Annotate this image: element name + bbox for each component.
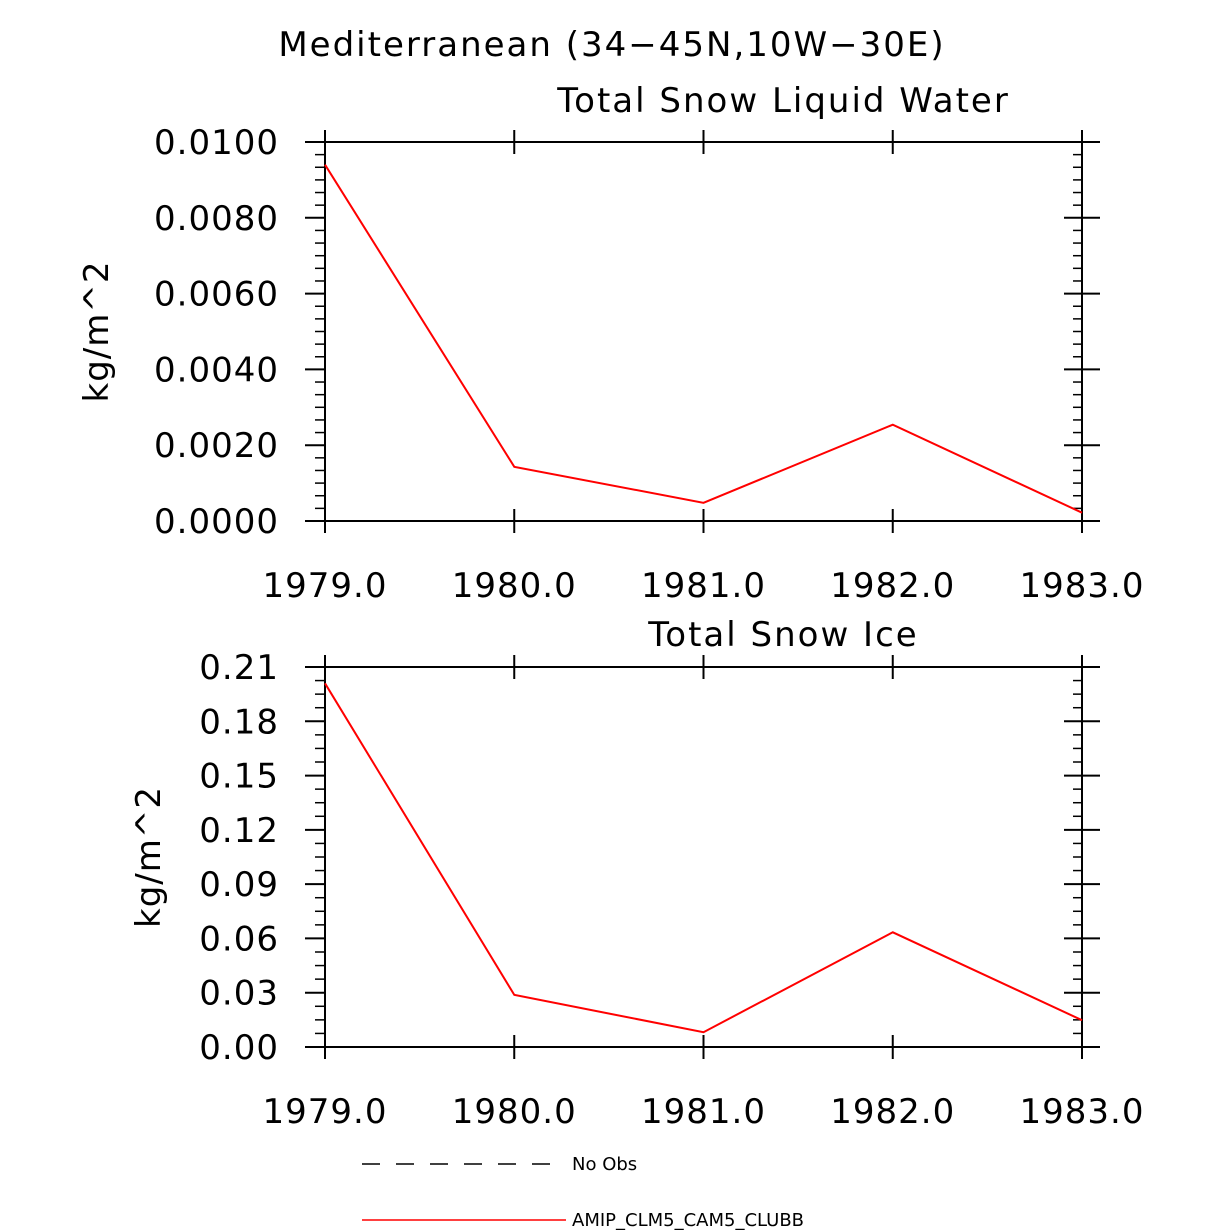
y-tick-label: 0.21 xyxy=(199,648,279,688)
y-axis-label: kg/m^2 xyxy=(77,261,117,403)
x-tick-label: 1983.0 xyxy=(1020,566,1145,606)
plot-frame xyxy=(324,666,1083,1048)
y-tick-label: 0.00 xyxy=(199,1028,279,1068)
plot-frame xyxy=(324,141,1083,522)
legend: No Obs AMIP_CLM5_CAM5_CLUBB xyxy=(362,1154,804,1231)
panel-total-snow-ice: Total Snow Ice kg/m^2 1979.0 1980.0 1981.0 19… xyxy=(129,615,1145,1132)
y-tick-label: 0.0040 xyxy=(154,350,279,390)
series-line xyxy=(324,164,1083,514)
y-tick-label: 0.0060 xyxy=(154,275,279,315)
y-tick-label: 0.03 xyxy=(199,974,279,1014)
x-tick-label: 1981.0 xyxy=(641,1092,766,1132)
y-tick-label: 0.12 xyxy=(199,811,279,851)
y-tick-label: 0.0080 xyxy=(154,199,279,239)
x-tick-label: 1982.0 xyxy=(830,566,955,606)
x-tick-label: 1979.0 xyxy=(263,566,388,606)
x-tick-label: 1981.0 xyxy=(641,566,766,606)
x-tick-label: 1980.0 xyxy=(452,566,577,606)
y-axis-label: kg/m^2 xyxy=(129,786,169,928)
x-tick-label: 1982.0 xyxy=(830,1092,955,1132)
y-tick-label: 0.15 xyxy=(199,757,279,797)
y-tick-label: 0.09 xyxy=(199,865,279,905)
legend-label-amip: AMIP_CLM5_CAM5_CLUBB xyxy=(572,1210,804,1231)
panel-title: Total Snow Liquid Water xyxy=(556,81,1010,121)
y-tick-label: 0.0100 xyxy=(154,123,279,163)
legend-label-no-obs: No Obs xyxy=(572,1154,637,1175)
y-tick-label: 0.18 xyxy=(199,702,279,742)
panel-total-snow-liquid-water: Total Snow Liquid Water kg/m^2 1979.0 1980.… xyxy=(77,81,1145,606)
series-line xyxy=(324,682,1083,1034)
y-tick-label: 0.0000 xyxy=(154,502,279,542)
x-tick-label: 1979.0 xyxy=(263,1092,388,1132)
x-tick-label: 1983.0 xyxy=(1020,1092,1145,1132)
figure-title: Mediterranean (34−45N,10W−30E) xyxy=(278,25,945,65)
panel-title: Total Snow Ice xyxy=(647,615,918,655)
x-tick-label: 1980.0 xyxy=(452,1092,577,1132)
y-tick-label: 0.06 xyxy=(199,919,279,959)
y-tick-label: 0.0020 xyxy=(154,426,279,466)
